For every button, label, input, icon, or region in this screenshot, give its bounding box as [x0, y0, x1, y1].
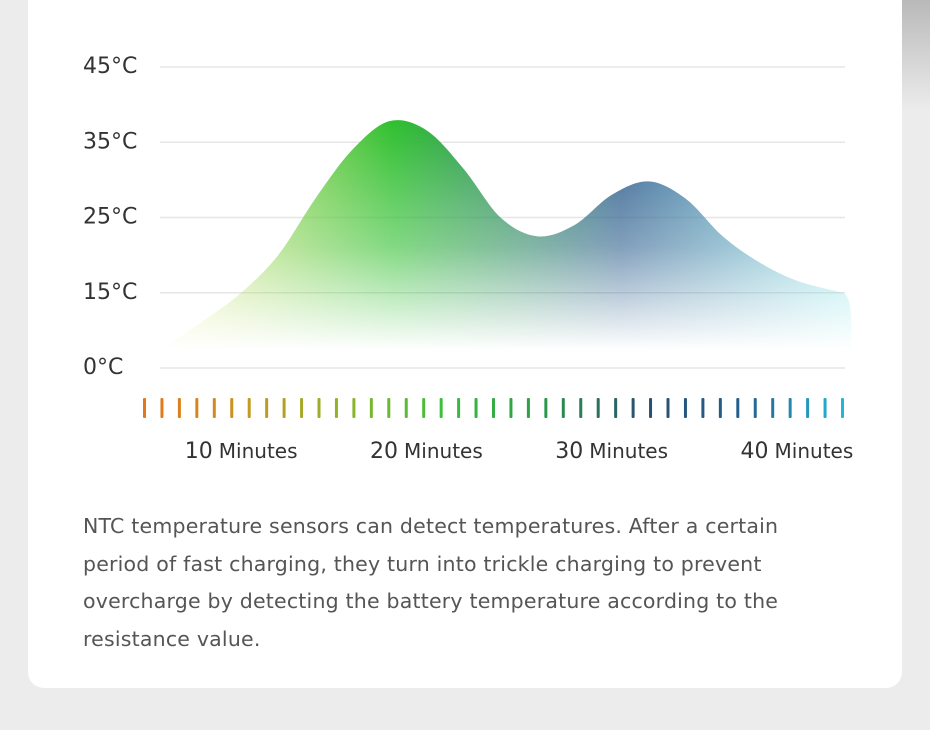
scale-stripe: [492, 398, 495, 418]
x-tick-label: 10 Minutes: [185, 439, 298, 465]
scale-stripe: [701, 398, 705, 418]
x-tick-label: 30 Minutes: [555, 439, 668, 465]
x-tick-label: 40 Minutes: [741, 439, 854, 465]
scale-stripe: [369, 398, 373, 418]
scale-stripe: [352, 398, 356, 418]
scale-stripe: [212, 398, 216, 418]
x-tick-value: 10: [185, 439, 213, 464]
scale-stripe: [736, 398, 740, 418]
scale-stripe: [160, 398, 164, 418]
scale-stripe: [334, 398, 338, 418]
scale-stripe: [230, 398, 234, 418]
scale-stripe: [666, 398, 670, 418]
y-tick-label: 15°C: [83, 280, 137, 305]
scale-stripe: [509, 398, 513, 418]
scale-stripe: [841, 398, 844, 418]
y-tick-label: 35°C: [83, 129, 137, 154]
scale-stripe: [387, 398, 391, 418]
scale-stripe: [282, 398, 286, 418]
scale-stripe: [561, 398, 565, 418]
x-tick-value: 40: [741, 439, 769, 464]
scale-stripe: [247, 398, 251, 418]
scale-stripe: [143, 398, 146, 418]
scale-stripe: [195, 398, 199, 418]
scale-stripe: [823, 398, 827, 418]
scale-stripe: [439, 398, 443, 418]
area: [167, 120, 852, 368]
scale-stripe: [317, 398, 321, 418]
x-unit: Minutes: [404, 439, 483, 463]
y-tick-label: 45°C: [83, 54, 137, 79]
x-unit: Minutes: [775, 439, 854, 463]
scale-stripe: [631, 398, 635, 418]
scale-stripe: [753, 398, 757, 418]
scale-stripe: [718, 398, 722, 418]
scale-stripe: [806, 398, 810, 418]
scale-stripe: [177, 398, 181, 418]
scale-stripe: [683, 398, 687, 418]
scale-stripe: [596, 398, 600, 418]
chart: 0°C15°C25°C35°C45°C10 Minutes 20 Minutes 30 M…: [83, 54, 854, 465]
description: NTC temperature sensors can detect tempe…: [83, 514, 779, 651]
y-tick-label: 0°C: [83, 355, 123, 380]
scale-stripe: [544, 398, 548, 418]
y-tick-label: 25°C: [83, 205, 137, 230]
scale-stripe: [614, 398, 618, 418]
scale-stripe: [300, 398, 304, 418]
scale-stripe: [649, 398, 653, 418]
scale-stripe: [404, 398, 408, 418]
x-tick-label: 20 Minutes: [370, 439, 483, 465]
x-unit: Minutes: [589, 439, 668, 463]
scale-stripe: [579, 398, 583, 418]
scale-stripe: [265, 398, 269, 418]
scale-stripe: [457, 398, 461, 418]
scale-stripe: [788, 398, 792, 418]
scale-stripe: [771, 398, 775, 418]
x-tick-value: 20: [370, 439, 398, 464]
scale-stripe: [526, 398, 530, 418]
scale-stripe: [422, 398, 426, 418]
scale-stripe: [474, 398, 478, 418]
x-unit: Minutes: [219, 439, 298, 463]
x-tick-value: 30: [555, 439, 583, 464]
